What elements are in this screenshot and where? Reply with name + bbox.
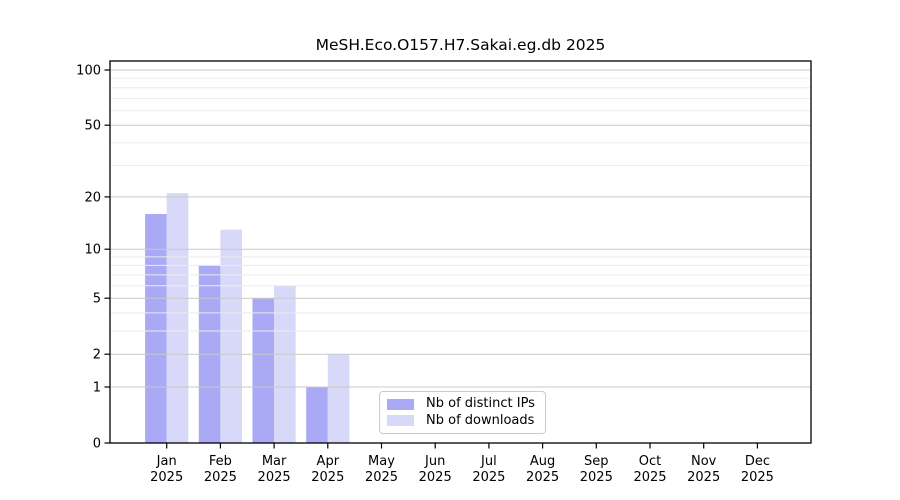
x-tick-label-year: 2025 — [258, 470, 291, 485]
bar-Jan-2025-downloads — [166, 193, 189, 443]
bar-Apr-2025-downloads — [327, 354, 350, 443]
x-tick-label-month: Dec — [745, 454, 770, 469]
legend-swatch-downloads — [387, 415, 414, 427]
x-tick-label-month: Apr — [317, 454, 340, 469]
x-tick-label-month: Nov — [691, 454, 717, 469]
plot-border — [109, 60, 812, 444]
y-tick-label: 0 — [93, 437, 101, 452]
x-tick-label-year: 2025 — [150, 470, 183, 485]
x-tick-label-year: 2025 — [633, 470, 666, 485]
y-tick-label: 1 — [93, 381, 101, 396]
bar-Apr-2025-ips — [306, 387, 328, 443]
y-tick-label: 10 — [84, 243, 101, 258]
legend-swatch-distinct-ips — [387, 398, 414, 410]
y-tick-label: 20 — [84, 190, 101, 205]
bar-Mar-2025-ips — [252, 298, 275, 443]
x-tick-label-month: Sep — [584, 454, 609, 469]
x-tick-label-month: Jul — [480, 454, 497, 469]
x-tick-label-year: 2025 — [580, 470, 613, 485]
x-tick-label-month: Jun — [424, 454, 445, 469]
bar-Mar-2025-downloads — [274, 285, 296, 443]
y-tick-label: 50 — [84, 119, 101, 134]
x-tick-label-month: May — [368, 454, 395, 469]
legend-item-distinct-ips: Nb of distinct IPs — [387, 396, 537, 412]
x-tick-label-year: 2025 — [365, 470, 398, 485]
y-tick-label: 2 — [93, 348, 101, 363]
x-tick-label-year: 2025 — [687, 470, 720, 485]
x-tick-label-month: Jan — [156, 454, 177, 469]
legend-label-distinct-ips: Nb of distinct IPs — [426, 396, 535, 412]
x-tick-label-month: Aug — [530, 454, 555, 469]
x-tick-label-month: Feb — [209, 454, 232, 469]
x-tick-label-year: 2025 — [419, 470, 452, 485]
x-tick-label-month: Mar — [262, 454, 287, 469]
x-tick-label-year: 2025 — [311, 470, 344, 485]
bar-Feb-2025-downloads — [220, 229, 242, 443]
x-tick-label-year: 2025 — [204, 470, 237, 485]
legend-label-downloads: Nb of downloads — [426, 412, 535, 428]
x-tick-label-year: 2025 — [741, 470, 774, 485]
y-tick-label: 5 — [93, 292, 101, 307]
legend-item-downloads: Nb of downloads — [387, 413, 537, 429]
legend: Nb of distinct IPs Nb of downloads — [379, 391, 546, 434]
x-tick-label-month: Oct — [639, 454, 661, 469]
x-tick-label-year: 2025 — [526, 470, 559, 485]
x-tick-label-year: 2025 — [472, 470, 505, 485]
bar-Jan-2025-ips — [145, 214, 167, 443]
y-tick-label: 100 — [76, 64, 101, 79]
chart-title: MeSH.Eco.O157.H7.Sakai.eg.db 2025 — [315, 36, 606, 54]
